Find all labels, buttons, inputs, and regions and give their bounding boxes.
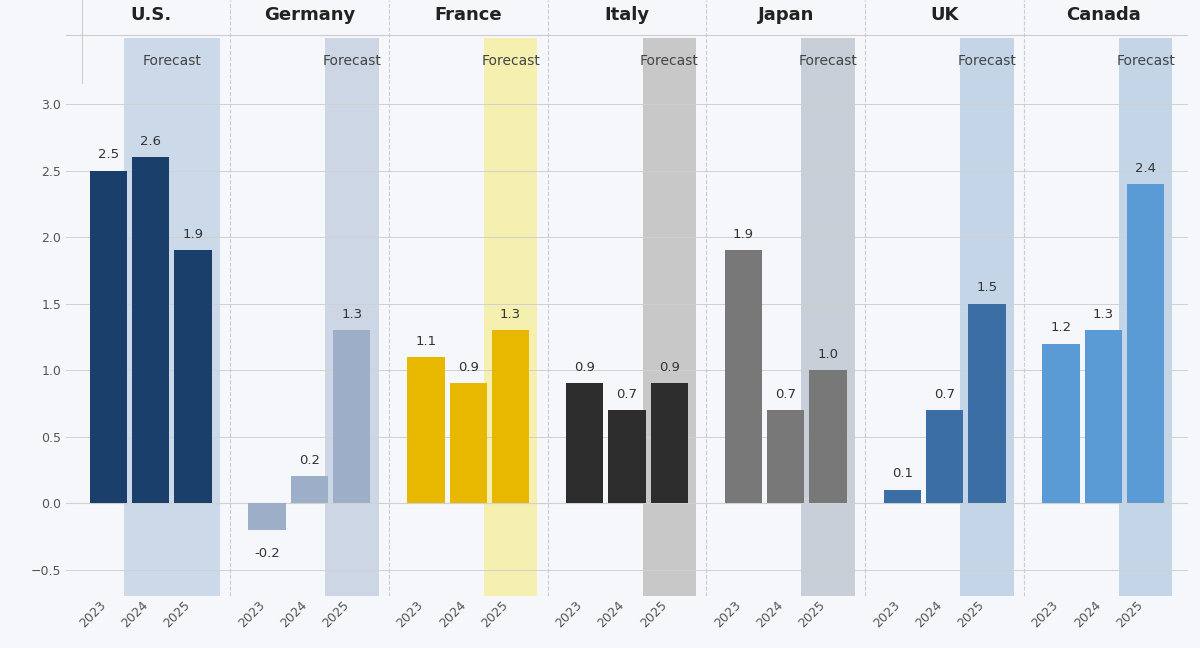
Bar [960,84,1014,596]
Bar [325,38,379,84]
Bar [124,84,220,596]
Bar [650,384,688,503]
Bar [1118,38,1172,84]
Bar [407,357,444,503]
Bar [642,84,696,596]
Text: Japan: Japan [757,6,814,24]
Text: U.S.: U.S. [130,6,172,24]
Text: 1.9: 1.9 [182,228,204,241]
Bar [960,38,1014,84]
Bar [1043,343,1080,503]
Bar [325,84,379,596]
Text: 1.9: 1.9 [733,228,754,241]
Text: 0.7: 0.7 [934,388,955,400]
Bar [290,476,328,503]
Text: Forecast: Forecast [1116,54,1175,67]
Bar [566,384,604,503]
Bar [484,84,538,596]
Text: 1.2: 1.2 [1050,321,1072,334]
Bar [608,410,646,503]
Text: 1.0: 1.0 [817,348,839,361]
Text: 0.7: 0.7 [775,388,797,400]
Bar [124,38,220,84]
Text: 0.9: 0.9 [659,361,679,374]
Bar [174,250,211,503]
Bar [484,38,538,84]
Bar [90,170,127,503]
Bar [1085,330,1122,503]
Bar [926,410,964,503]
Bar [1127,184,1164,503]
Text: 1.3: 1.3 [1093,308,1114,321]
Text: Forecast: Forecast [640,54,698,67]
Text: 0.9: 0.9 [575,361,595,374]
Text: UK: UK [930,6,959,24]
Bar [1118,84,1172,596]
Text: 0.1: 0.1 [892,467,913,480]
Text: 2.6: 2.6 [140,135,161,148]
Bar [248,503,286,529]
Text: Forecast: Forecast [143,54,202,67]
Text: 0.9: 0.9 [457,361,479,374]
Text: 1.1: 1.1 [415,334,437,347]
Bar [725,250,762,503]
Bar [802,84,854,596]
Text: Germany: Germany [264,6,355,24]
Bar [334,330,371,503]
Bar [810,370,847,503]
Text: France: France [434,6,502,24]
Text: 2.4: 2.4 [1135,161,1156,175]
Text: Italy: Italy [605,6,649,24]
Text: 2.5: 2.5 [97,148,119,161]
Text: 1.5: 1.5 [977,281,997,294]
Text: Forecast: Forecast [323,54,382,67]
Bar [642,38,696,84]
Bar [492,330,529,503]
Text: 0.7: 0.7 [617,388,637,400]
Text: Canada: Canada [1066,6,1141,24]
Text: Forecast: Forecast [799,54,858,67]
Text: -0.2: -0.2 [254,547,280,560]
Text: 0.2: 0.2 [299,454,320,467]
Text: Forecast: Forecast [958,54,1016,67]
Bar [968,304,1006,503]
Bar [802,38,854,84]
Bar [450,384,487,503]
Text: Forecast: Forecast [481,54,540,67]
Text: 1.3: 1.3 [500,308,521,321]
Text: 1.3: 1.3 [341,308,362,321]
Bar [883,490,920,503]
Bar [132,157,169,503]
Bar [767,410,804,503]
